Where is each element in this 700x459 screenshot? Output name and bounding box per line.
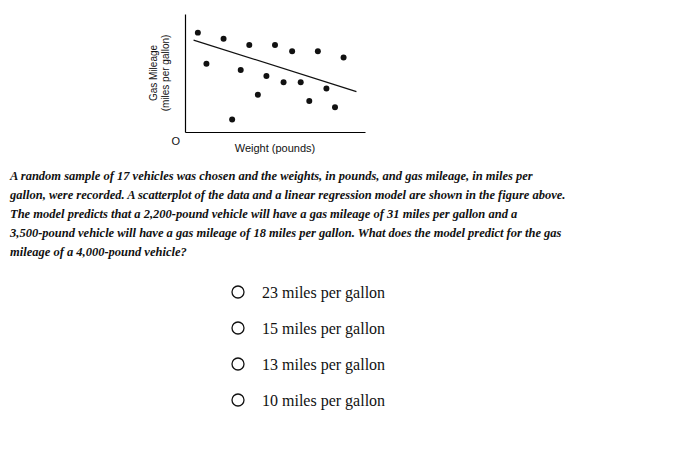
radio-button	[232, 322, 244, 334]
scatter-point	[332, 104, 338, 110]
scatter-point	[281, 79, 287, 85]
y-axis	[185, 15, 186, 133]
paragraph-line: The model predicts that a 2,200-pound ve…	[10, 207, 517, 221]
paragraph-line: gallon, were recorded. A scatterplot of …	[9, 188, 565, 202]
radio-button	[232, 286, 244, 298]
y-axis-title: Gas Mileage(miles per gallon)	[148, 35, 171, 112]
scatter-point	[238, 67, 244, 73]
scatter-point	[203, 61, 209, 67]
scatter-point	[221, 36, 227, 42]
x-axis	[186, 132, 366, 133]
scatter-point	[298, 79, 304, 85]
scatter-point	[229, 117, 235, 123]
chart: Gas Mileage(miles per gallon) Weight (pou…	[0, 0, 700, 459]
scatter-point	[323, 86, 329, 92]
scatter-point	[255, 92, 261, 98]
scatter-point	[195, 30, 201, 36]
regression-line	[194, 40, 357, 92]
scatter-point	[315, 48, 321, 54]
scatter-point	[246, 42, 252, 48]
plot-area	[194, 30, 357, 123]
paragraph-line: 3,500-pound vehicle will have a gas mile…	[9, 226, 562, 240]
scatter-point	[306, 98, 312, 104]
scatter-point	[263, 73, 269, 79]
answer-choice: 15 miles per gallon	[262, 320, 385, 338]
scatter-point	[341, 54, 347, 60]
paragraph-line: mileage of a 4,000-pound vehicle?	[10, 245, 187, 259]
x-axis-title: Weight (pounds)	[235, 142, 316, 154]
scatter-point	[289, 48, 295, 54]
radio-button	[232, 358, 244, 370]
answer-choice: 13 miles per gallon	[262, 356, 385, 374]
x-axis-line	[186, 132, 366, 133]
radio-button	[232, 394, 244, 406]
answer-choice: 10 miles per gallon	[262, 392, 385, 410]
y-axis-line	[185, 15, 186, 133]
paragraph-line: A random sample of 17 vehicles was chose…	[9, 169, 533, 183]
origin-label: O	[171, 135, 180, 147]
answer-choice: 23 miles per gallon	[262, 284, 385, 302]
scatter-point	[272, 42, 278, 48]
